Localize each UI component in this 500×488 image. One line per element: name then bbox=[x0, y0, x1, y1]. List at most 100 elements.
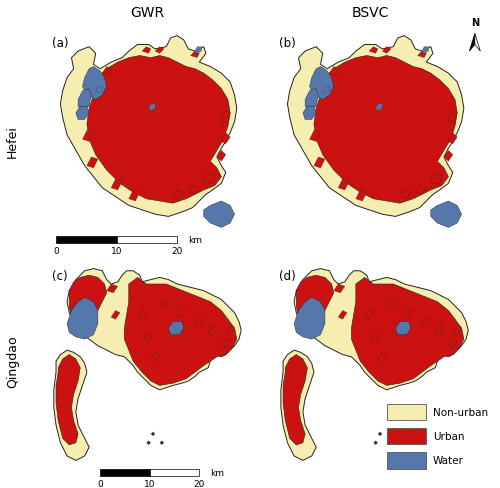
Polygon shape bbox=[146, 441, 151, 445]
Polygon shape bbox=[374, 441, 378, 445]
Polygon shape bbox=[431, 173, 442, 184]
Polygon shape bbox=[142, 47, 151, 54]
Polygon shape bbox=[396, 322, 411, 335]
Polygon shape bbox=[82, 131, 94, 142]
Polygon shape bbox=[314, 57, 457, 204]
Polygon shape bbox=[422, 47, 428, 54]
Polygon shape bbox=[448, 133, 457, 144]
Bar bbox=[56, 237, 116, 244]
Polygon shape bbox=[310, 131, 320, 142]
Polygon shape bbox=[195, 47, 202, 54]
Text: km: km bbox=[210, 468, 224, 477]
Polygon shape bbox=[204, 173, 214, 184]
Polygon shape bbox=[151, 432, 155, 436]
Polygon shape bbox=[386, 441, 391, 445]
Polygon shape bbox=[160, 300, 168, 308]
Polygon shape bbox=[416, 186, 426, 195]
Polygon shape bbox=[372, 333, 380, 342]
Polygon shape bbox=[356, 191, 367, 202]
Polygon shape bbox=[431, 202, 462, 228]
Polygon shape bbox=[453, 326, 462, 335]
Polygon shape bbox=[444, 151, 453, 162]
Polygon shape bbox=[435, 326, 444, 335]
Polygon shape bbox=[168, 322, 184, 335]
Polygon shape bbox=[160, 441, 164, 445]
Text: 10: 10 bbox=[144, 479, 156, 488]
Polygon shape bbox=[217, 151, 226, 162]
Polygon shape bbox=[378, 353, 386, 362]
Polygon shape bbox=[60, 37, 237, 217]
Bar bbox=[386, 428, 426, 445]
Polygon shape bbox=[386, 300, 396, 308]
Polygon shape bbox=[288, 37, 464, 217]
Polygon shape bbox=[400, 191, 411, 200]
Polygon shape bbox=[195, 317, 203, 326]
Polygon shape bbox=[222, 111, 230, 122]
Polygon shape bbox=[475, 34, 480, 52]
Polygon shape bbox=[296, 276, 334, 333]
Polygon shape bbox=[190, 52, 200, 59]
Text: Non-urban: Non-urban bbox=[433, 407, 488, 417]
Text: 0: 0 bbox=[53, 246, 59, 256]
Polygon shape bbox=[222, 340, 230, 348]
Polygon shape bbox=[76, 107, 89, 120]
Polygon shape bbox=[178, 308, 186, 317]
Polygon shape bbox=[78, 89, 92, 111]
Polygon shape bbox=[87, 57, 230, 204]
Polygon shape bbox=[151, 353, 160, 362]
Text: Urban: Urban bbox=[433, 431, 464, 441]
Polygon shape bbox=[82, 67, 106, 101]
Text: (a): (a) bbox=[52, 37, 68, 50]
Polygon shape bbox=[144, 333, 153, 342]
Bar bbox=[100, 469, 150, 476]
Polygon shape bbox=[303, 107, 316, 120]
Polygon shape bbox=[102, 67, 111, 76]
Text: 20: 20 bbox=[194, 479, 205, 488]
Polygon shape bbox=[338, 180, 349, 191]
Text: BSVC: BSVC bbox=[352, 5, 389, 20]
Polygon shape bbox=[204, 202, 234, 228]
Text: 0: 0 bbox=[97, 479, 103, 488]
Polygon shape bbox=[138, 311, 146, 320]
Bar bbox=[386, 404, 426, 420]
Text: 20: 20 bbox=[172, 246, 183, 256]
Polygon shape bbox=[310, 67, 334, 101]
Polygon shape bbox=[352, 278, 464, 386]
Text: Qingdao: Qingdao bbox=[6, 335, 19, 387]
Polygon shape bbox=[173, 191, 184, 200]
Polygon shape bbox=[283, 355, 308, 445]
Polygon shape bbox=[404, 308, 413, 317]
Polygon shape bbox=[124, 278, 237, 386]
Polygon shape bbox=[314, 158, 325, 168]
Polygon shape bbox=[54, 350, 89, 460]
Bar bbox=[116, 237, 178, 244]
Polygon shape bbox=[448, 111, 457, 122]
Text: (c): (c) bbox=[52, 269, 67, 282]
Text: 10: 10 bbox=[111, 246, 122, 256]
Polygon shape bbox=[111, 180, 122, 191]
Polygon shape bbox=[364, 311, 374, 320]
Polygon shape bbox=[470, 34, 475, 52]
Polygon shape bbox=[188, 186, 200, 195]
Polygon shape bbox=[422, 317, 431, 326]
Text: (d): (d) bbox=[278, 269, 295, 282]
Polygon shape bbox=[281, 350, 316, 460]
Polygon shape bbox=[376, 105, 382, 111]
Polygon shape bbox=[222, 133, 230, 144]
Text: Water: Water bbox=[433, 455, 464, 466]
Text: (b): (b) bbox=[278, 37, 295, 50]
Polygon shape bbox=[448, 340, 457, 348]
Polygon shape bbox=[334, 285, 345, 293]
Text: Hefei: Hefei bbox=[6, 125, 19, 158]
Polygon shape bbox=[382, 47, 391, 54]
Polygon shape bbox=[67, 269, 241, 390]
Polygon shape bbox=[418, 52, 426, 59]
Polygon shape bbox=[294, 298, 325, 340]
Polygon shape bbox=[155, 47, 164, 54]
Bar bbox=[150, 469, 200, 476]
Text: N: N bbox=[471, 18, 479, 28]
Polygon shape bbox=[69, 276, 106, 333]
Polygon shape bbox=[111, 311, 120, 320]
Polygon shape bbox=[378, 432, 382, 436]
Polygon shape bbox=[305, 89, 318, 111]
